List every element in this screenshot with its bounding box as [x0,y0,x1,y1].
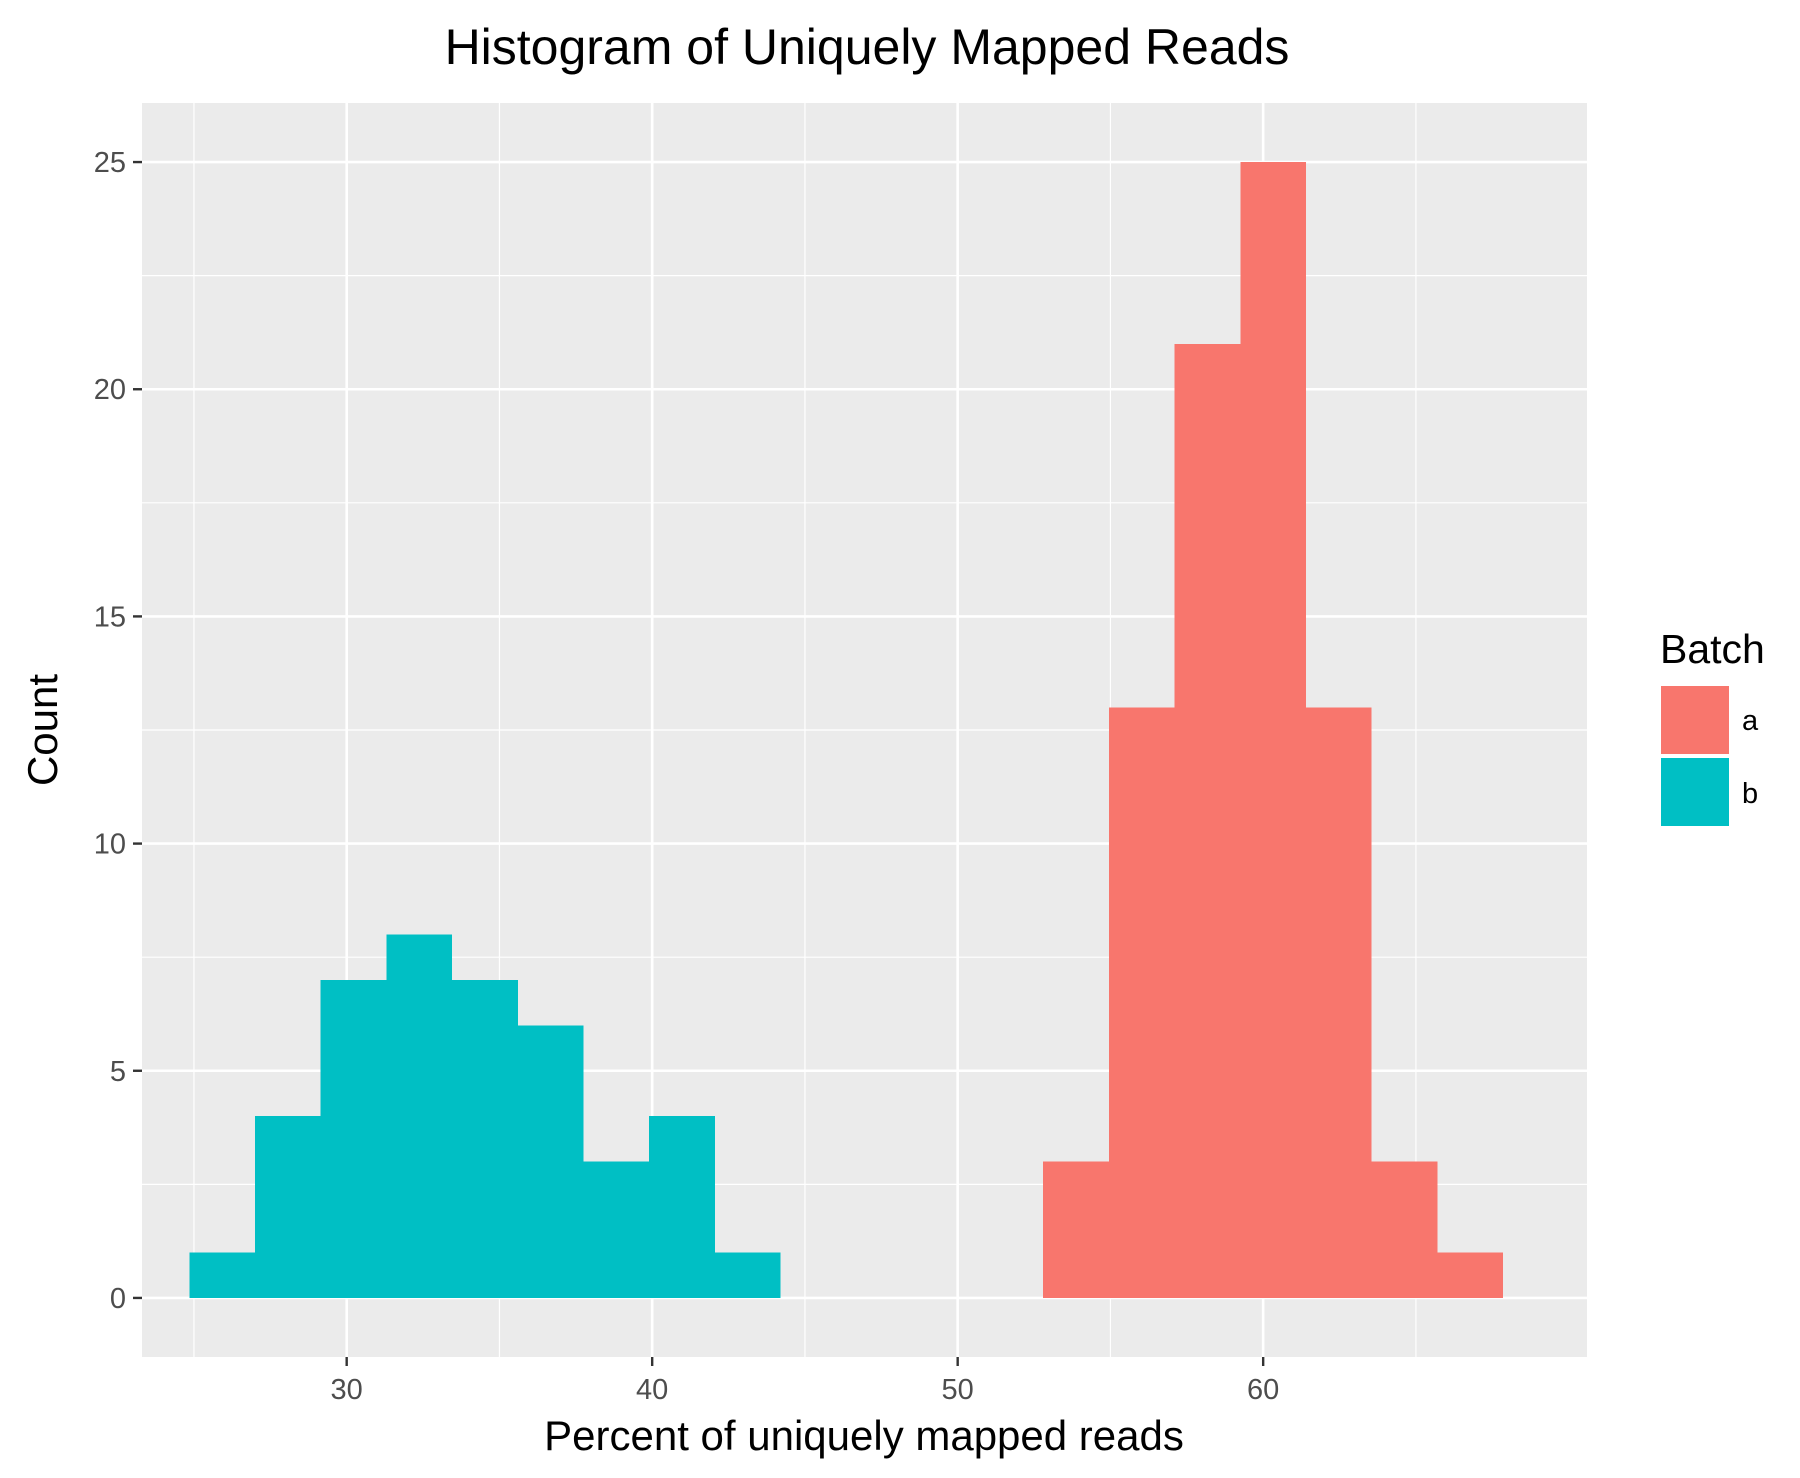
x-axis-title: Percent of uniquely mapped reads [544,1412,1184,1459]
y-axis-title: Count [19,674,66,786]
bar-a-1 [1108,707,1175,1298]
y-tick-label: 10 [94,829,126,861]
legend-key-b [1661,758,1729,826]
legend-title: Batch [1660,626,1765,672]
y-axis: 0 5 10 15 20 25 [94,147,142,1315]
x-tick-label: 60 [1247,1374,1279,1406]
bar-a-2 [1174,343,1241,1298]
x-tick-label: 40 [636,1374,668,1406]
y-tick-label: 0 [110,1283,126,1315]
x-tick-label: 30 [331,1374,363,1406]
chart-title: Histogram of Uniquely Mapped Reads [445,19,1290,75]
x-axis: 30 40 50 60 [331,1357,1279,1406]
y-tick-label: 25 [94,147,126,179]
bar-a-0 [1043,1161,1109,1298]
y-tick-label: 5 [110,1056,126,1088]
bar-b-3 [386,934,453,1298]
bar-b-7 [649,1116,715,1298]
histogram-bars [189,162,1503,1298]
bar-a-6 [1437,1252,1503,1298]
bar-b-0 [189,1252,256,1298]
y-tick-label: 20 [94,374,126,406]
bar-a-3 [1240,162,1306,1298]
bar-b-8 [714,1252,781,1298]
legend-label-b: b [1742,778,1758,810]
legend: Batch a b [1660,626,1765,826]
bar-b-5 [517,1025,584,1298]
bar-b-4 [452,979,518,1298]
bar-b-2 [320,979,387,1298]
bar-b-1 [255,1116,321,1298]
bar-b-6 [583,1161,650,1298]
bar-a-4 [1305,707,1372,1298]
bar-a-5 [1371,1161,1438,1298]
x-tick-label: 50 [942,1374,974,1406]
legend-key-a [1661,686,1729,754]
y-tick-label: 15 [94,601,126,633]
legend-label-a: a [1742,705,1759,737]
